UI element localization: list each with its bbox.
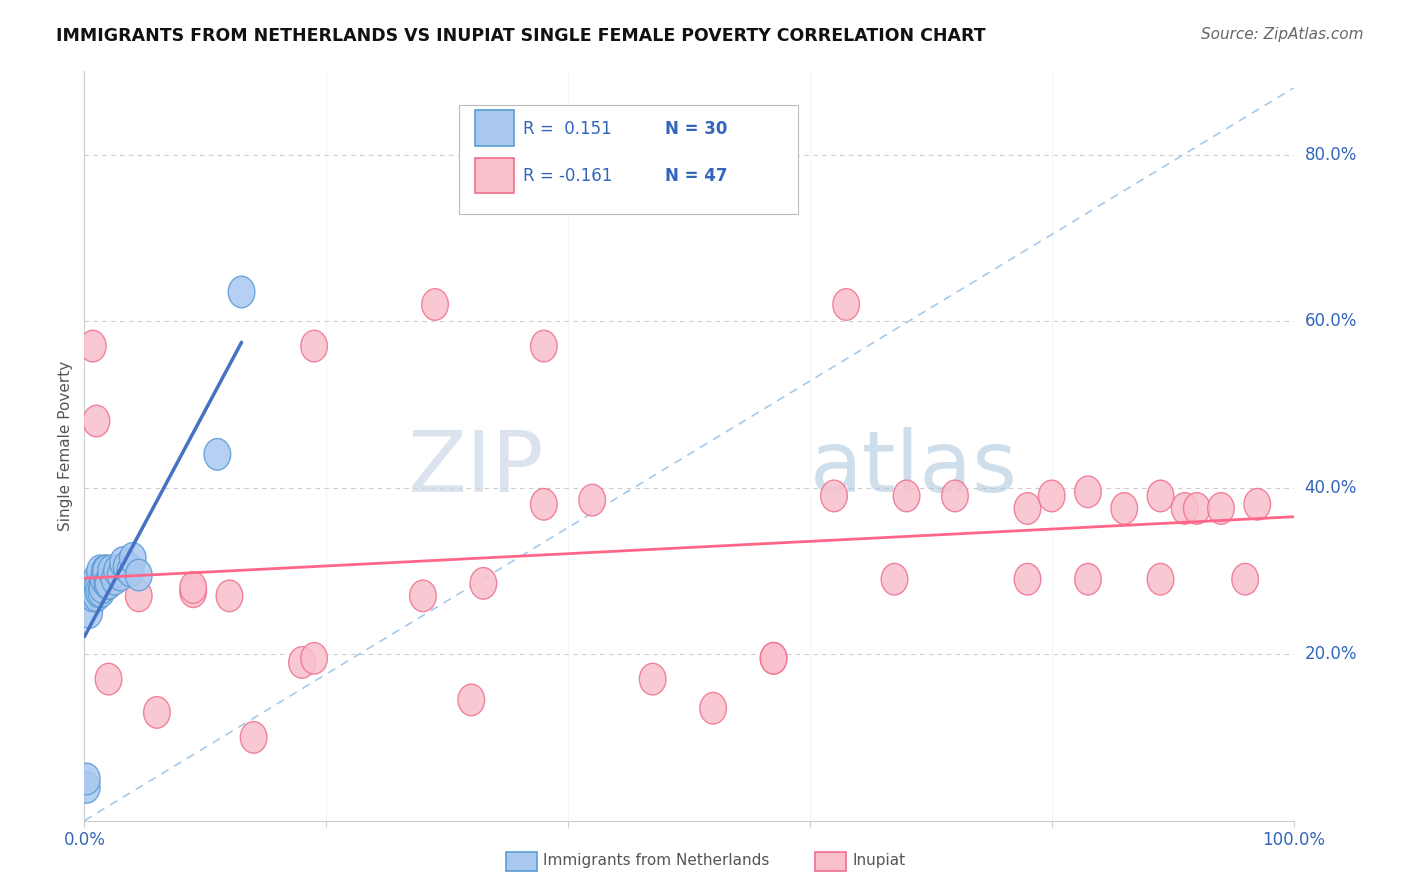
Ellipse shape bbox=[1184, 492, 1211, 524]
Ellipse shape bbox=[882, 564, 908, 595]
Ellipse shape bbox=[301, 330, 328, 362]
Ellipse shape bbox=[470, 567, 496, 599]
Ellipse shape bbox=[301, 642, 328, 674]
Ellipse shape bbox=[82, 572, 108, 603]
Ellipse shape bbox=[1147, 480, 1174, 512]
Ellipse shape bbox=[110, 547, 136, 578]
Ellipse shape bbox=[80, 330, 105, 362]
Y-axis label: Single Female Poverty: Single Female Poverty bbox=[58, 361, 73, 531]
Text: Inupiat: Inupiat bbox=[852, 854, 905, 868]
Ellipse shape bbox=[640, 664, 666, 695]
Ellipse shape bbox=[87, 555, 114, 587]
Ellipse shape bbox=[125, 580, 152, 612]
Ellipse shape bbox=[422, 289, 449, 320]
Text: N = 30: N = 30 bbox=[665, 120, 727, 138]
Ellipse shape bbox=[96, 567, 122, 599]
Ellipse shape bbox=[83, 564, 110, 595]
Ellipse shape bbox=[101, 564, 128, 595]
Ellipse shape bbox=[579, 484, 606, 516]
Text: 60.0%: 60.0% bbox=[1305, 312, 1357, 330]
Ellipse shape bbox=[80, 580, 105, 612]
Ellipse shape bbox=[1014, 564, 1040, 595]
Ellipse shape bbox=[761, 642, 787, 674]
Ellipse shape bbox=[86, 576, 112, 607]
Ellipse shape bbox=[761, 642, 787, 674]
Ellipse shape bbox=[1244, 489, 1271, 520]
Ellipse shape bbox=[1074, 476, 1101, 508]
Ellipse shape bbox=[107, 559, 134, 591]
Ellipse shape bbox=[73, 764, 100, 795]
Ellipse shape bbox=[89, 572, 115, 603]
Ellipse shape bbox=[1074, 564, 1101, 595]
Ellipse shape bbox=[84, 572, 111, 603]
Ellipse shape bbox=[94, 567, 121, 599]
Ellipse shape bbox=[73, 576, 100, 607]
Ellipse shape bbox=[1232, 564, 1258, 595]
Ellipse shape bbox=[79, 572, 105, 603]
Ellipse shape bbox=[1208, 492, 1234, 524]
Ellipse shape bbox=[228, 277, 254, 308]
Ellipse shape bbox=[73, 772, 100, 803]
Ellipse shape bbox=[93, 555, 120, 587]
Ellipse shape bbox=[125, 559, 152, 591]
FancyBboxPatch shape bbox=[475, 158, 513, 194]
Ellipse shape bbox=[97, 555, 124, 587]
Ellipse shape bbox=[409, 580, 436, 612]
Ellipse shape bbox=[1147, 564, 1174, 595]
Ellipse shape bbox=[942, 480, 969, 512]
Ellipse shape bbox=[530, 330, 557, 362]
Ellipse shape bbox=[832, 289, 859, 320]
Ellipse shape bbox=[90, 564, 117, 595]
Ellipse shape bbox=[96, 664, 122, 695]
Text: R = -0.161: R = -0.161 bbox=[523, 168, 613, 186]
Text: 80.0%: 80.0% bbox=[1305, 145, 1357, 163]
Ellipse shape bbox=[77, 572, 104, 603]
Ellipse shape bbox=[143, 697, 170, 728]
Ellipse shape bbox=[96, 567, 122, 599]
Ellipse shape bbox=[180, 576, 207, 607]
Ellipse shape bbox=[89, 576, 115, 607]
Ellipse shape bbox=[700, 692, 727, 724]
Ellipse shape bbox=[1111, 492, 1137, 524]
Ellipse shape bbox=[76, 576, 103, 607]
FancyBboxPatch shape bbox=[460, 105, 797, 214]
Ellipse shape bbox=[217, 580, 243, 612]
Ellipse shape bbox=[288, 647, 315, 678]
Ellipse shape bbox=[114, 551, 141, 582]
Text: Immigrants from Netherlands: Immigrants from Netherlands bbox=[543, 854, 769, 868]
Ellipse shape bbox=[83, 580, 110, 612]
Text: atlas: atlas bbox=[810, 427, 1018, 510]
Ellipse shape bbox=[458, 684, 485, 715]
Ellipse shape bbox=[120, 542, 146, 574]
Ellipse shape bbox=[83, 572, 110, 603]
Text: 40.0%: 40.0% bbox=[1305, 479, 1357, 497]
Ellipse shape bbox=[530, 489, 557, 520]
Ellipse shape bbox=[893, 480, 920, 512]
Text: IMMIGRANTS FROM NETHERLANDS VS INUPIAT SINGLE FEMALE POVERTY CORRELATION CHART: IMMIGRANTS FROM NETHERLANDS VS INUPIAT S… bbox=[56, 27, 986, 45]
Text: N = 47: N = 47 bbox=[665, 168, 727, 186]
Ellipse shape bbox=[1014, 492, 1040, 524]
Ellipse shape bbox=[1039, 480, 1064, 512]
Ellipse shape bbox=[75, 576, 101, 607]
Ellipse shape bbox=[204, 439, 231, 470]
Ellipse shape bbox=[180, 572, 207, 603]
Text: ZIP: ZIP bbox=[408, 427, 544, 510]
Ellipse shape bbox=[821, 480, 848, 512]
Text: R =  0.151: R = 0.151 bbox=[523, 120, 612, 138]
FancyBboxPatch shape bbox=[475, 111, 513, 146]
Ellipse shape bbox=[240, 722, 267, 753]
Ellipse shape bbox=[83, 405, 110, 437]
Text: Source: ZipAtlas.com: Source: ZipAtlas.com bbox=[1201, 27, 1364, 42]
Ellipse shape bbox=[91, 555, 118, 587]
Text: 20.0%: 20.0% bbox=[1305, 645, 1357, 663]
Ellipse shape bbox=[104, 555, 131, 587]
Ellipse shape bbox=[76, 597, 103, 628]
Ellipse shape bbox=[1171, 492, 1198, 524]
Ellipse shape bbox=[80, 576, 107, 607]
Ellipse shape bbox=[117, 555, 143, 587]
